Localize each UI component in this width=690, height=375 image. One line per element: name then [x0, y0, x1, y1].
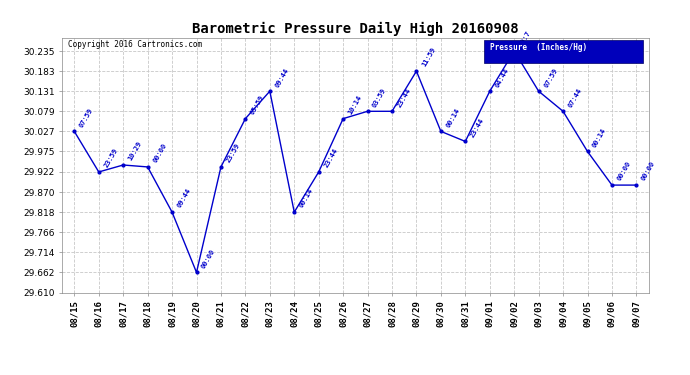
Text: 10:29: 10:29 — [128, 140, 144, 162]
FancyBboxPatch shape — [484, 40, 642, 63]
Text: 10:14: 10:14 — [347, 94, 363, 116]
Text: 00:00: 00:00 — [616, 160, 632, 182]
Text: 23:44: 23:44 — [323, 147, 339, 169]
Text: 04:44: 04:44 — [494, 67, 510, 88]
Text: 00:00: 00:00 — [201, 248, 217, 269]
Text: 23:44: 23:44 — [469, 117, 485, 138]
Text: 00:00: 00:00 — [640, 160, 656, 182]
Text: 00:00: 00:00 — [152, 142, 168, 164]
Text: 23:59: 23:59 — [225, 142, 241, 164]
Text: 11:59: 11:59 — [421, 46, 437, 68]
Text: 07:59: 07:59 — [543, 67, 559, 88]
Text: 23:59: 23:59 — [103, 147, 119, 169]
Text: 09:44: 09:44 — [176, 188, 192, 209]
Text: 07:44: 07:44 — [567, 87, 583, 108]
Text: 10:7: 10:7 — [518, 30, 532, 48]
Title: Barometric Pressure Daily High 20160908: Barometric Pressure Daily High 20160908 — [192, 22, 519, 36]
Text: 09:44: 09:44 — [274, 67, 290, 88]
Text: 07:59: 07:59 — [79, 107, 95, 128]
Text: 00:14: 00:14 — [591, 127, 607, 148]
Text: 05:59: 05:59 — [250, 94, 266, 116]
Text: 03:59: 03:59 — [372, 87, 388, 108]
Text: 00:14: 00:14 — [298, 188, 314, 209]
Text: Copyright 2016 Cartronics.com: Copyright 2016 Cartronics.com — [68, 40, 202, 49]
Text: 23:44: 23:44 — [396, 87, 412, 108]
Text: Pressure  (Inches/Hg): Pressure (Inches/Hg) — [490, 43, 587, 52]
Text: 00:14: 00:14 — [445, 107, 461, 128]
